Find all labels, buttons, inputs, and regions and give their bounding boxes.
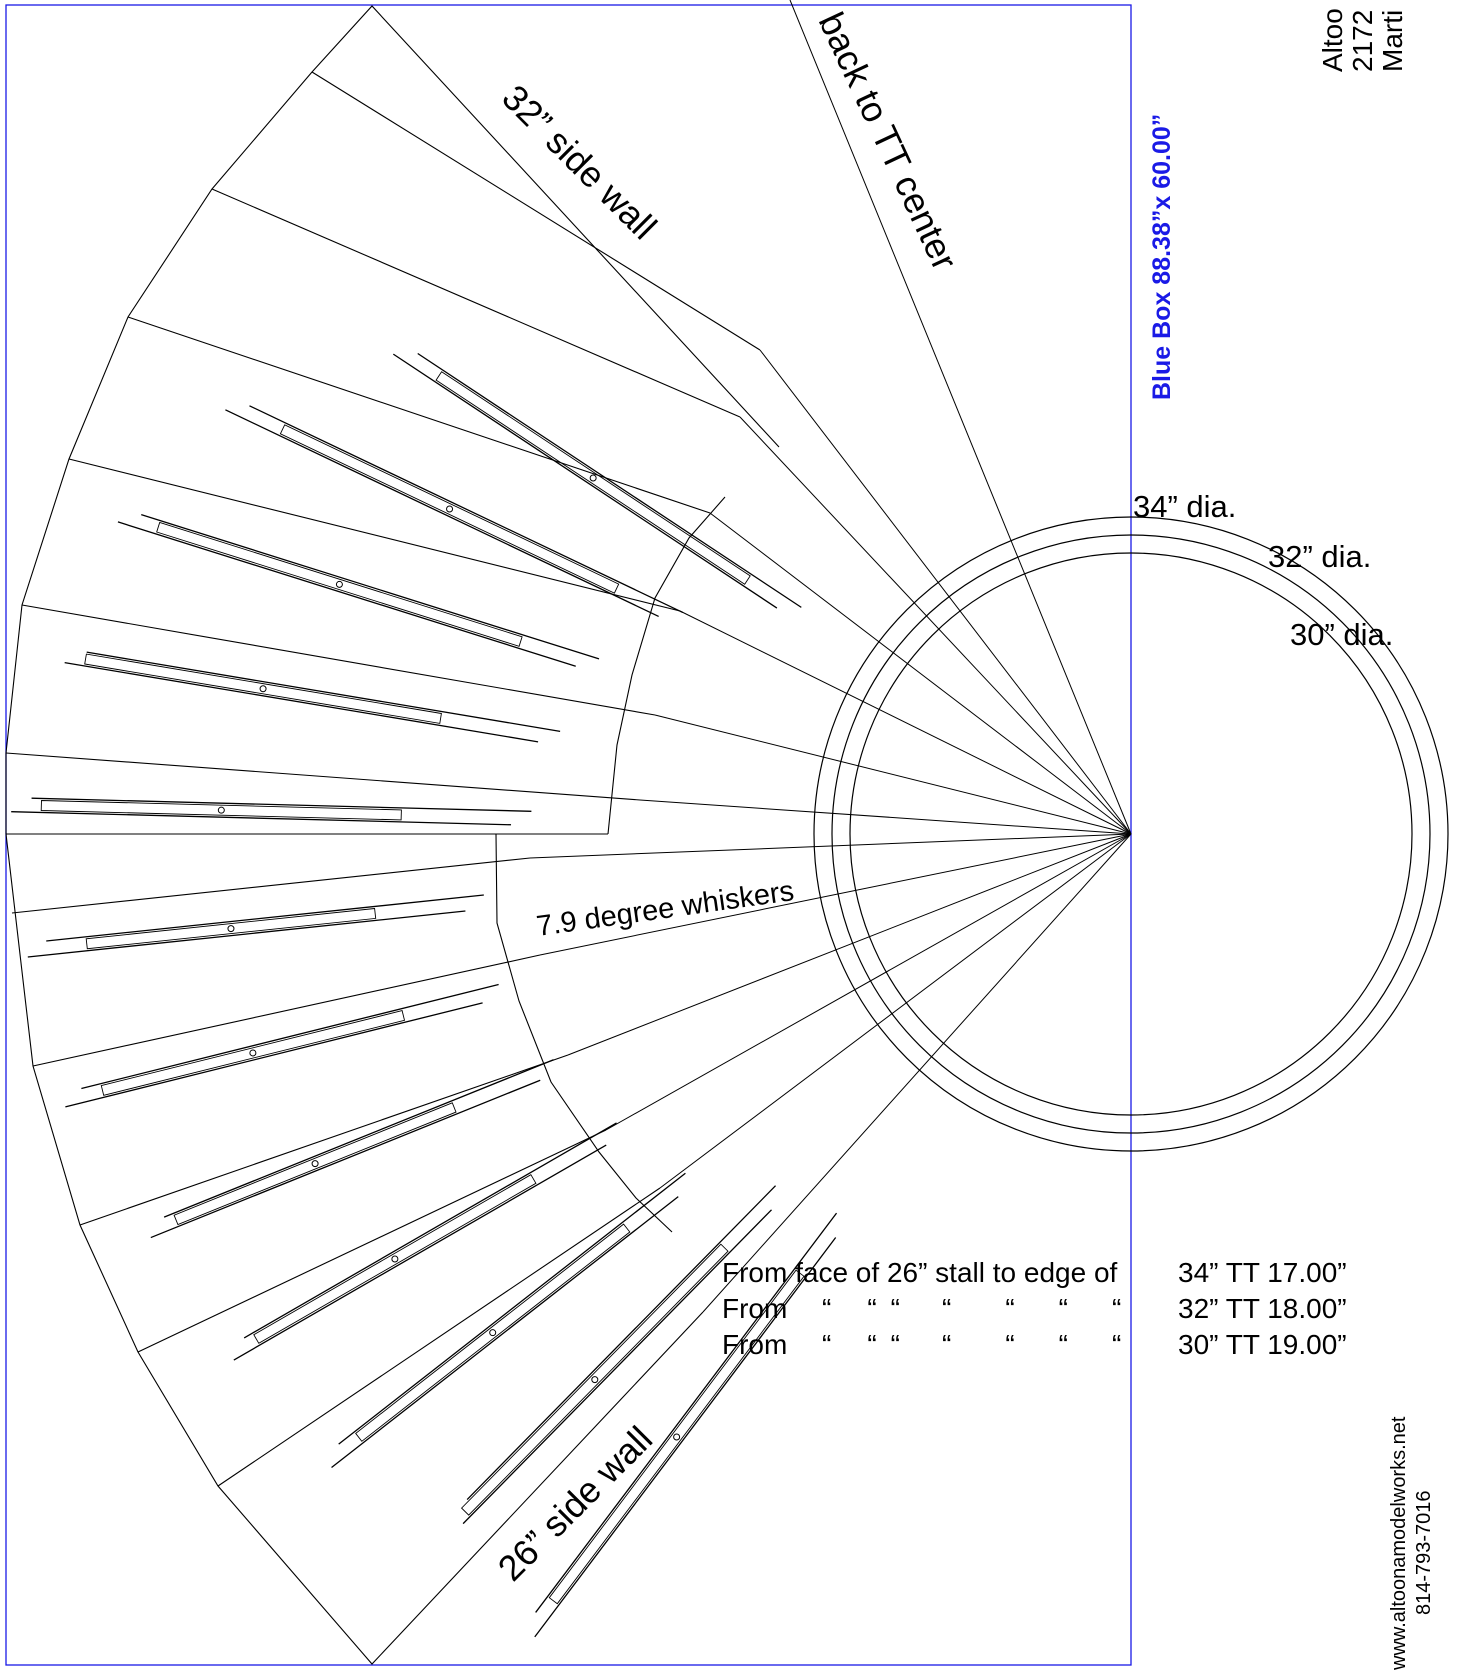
measurement-2-value: 32” TT 18.00”: [1178, 1293, 1347, 1324]
measurement-3-from: From: [722, 1329, 787, 1360]
inspection-pit: [548, 1269, 805, 1605]
tt-circle-32: [831, 534, 1431, 1134]
inspection-pit: [253, 1174, 537, 1344]
turntable-circles: [813, 516, 1449, 1152]
stall-track: [65, 983, 499, 1108]
pit-center-mark: [391, 1255, 399, 1263]
measurement-1-value: 34” TT 17.00”: [1178, 1257, 1347, 1288]
inspection-pit: [173, 1102, 457, 1226]
pit-center-mark: [446, 505, 454, 513]
measurement-3-value: 30” TT 19.00”: [1178, 1329, 1347, 1360]
tt-circle-34: [813, 516, 1449, 1152]
label-back-to-center: back to TT center: [811, 6, 966, 276]
label-whiskers: 7.9 degree whiskers: [535, 875, 796, 943]
header-line-3: Marti: [1377, 10, 1408, 72]
tt-circle-30: [849, 552, 1413, 1116]
inspection-pit: [435, 371, 751, 585]
inspection-pit: [84, 653, 442, 724]
measurement-notes: From face of 26” stall to edge of 34” TT…: [722, 1257, 1347, 1360]
stall-track: [233, 1122, 617, 1361]
inspection-pit: [460, 1243, 729, 1516]
pit-center-mark: [311, 1160, 319, 1168]
pit-center-mark: [259, 685, 267, 693]
stall-tracks: [11, 352, 838, 1638]
roundhouse-upper-outline: [5, 5, 780, 835]
stall-track: [460, 1185, 777, 1525]
pit-center-mark: [217, 806, 225, 814]
measurement-2-ditto: “““““““: [822, 1293, 1121, 1324]
stall-track: [64, 651, 561, 743]
pit-center-mark: [249, 1049, 257, 1057]
measurement-2-from: From: [722, 1293, 787, 1324]
stall-track: [534, 1212, 838, 1638]
stall-track: [225, 405, 684, 618]
measurement-1-from: From face of 26” stall to edge of: [722, 1257, 1118, 1288]
stall-track: [117, 513, 600, 667]
footer-phone: 814-793-7016: [1413, 1490, 1435, 1615]
inspection-pit: [355, 1223, 631, 1442]
label-blue-box: Blue Box 88.38”x 60.00”: [1148, 114, 1176, 400]
stall-track: [11, 797, 532, 826]
pit-center-mark: [591, 1376, 599, 1384]
roundhouse-lower-outline: [5, 833, 704, 1665]
label-32-side-wall: 32” side wall: [494, 77, 664, 247]
inspection-pit: [85, 908, 377, 950]
stall-track: [27, 894, 484, 958]
header-line-2: 2172: [1347, 10, 1378, 72]
pit-center-mark: [589, 474, 597, 482]
label-dia-30: 30” dia.: [1290, 617, 1393, 652]
pit-center-mark: [227, 925, 235, 933]
pit-center-mark: [335, 580, 343, 588]
inspection-pit: [156, 521, 523, 647]
header-fragments: Altoo 2172 Marti: [1317, 8, 1408, 72]
radial-lines: [529, 0, 1132, 1313]
pit-center-mark: [489, 1329, 497, 1337]
inspection-pit: [279, 424, 620, 594]
stall-track: [392, 352, 802, 609]
label-dia-32: 32” dia.: [1268, 539, 1371, 574]
footer-website: www.altoonamodelworks.net: [1388, 1416, 1410, 1670]
header-line-1: Altoo: [1317, 8, 1348, 72]
pit-center-mark: [673, 1433, 681, 1441]
stall-track: [150, 1059, 554, 1239]
label-dia-34: 34” dia.: [1133, 489, 1236, 524]
inspection-pit: [40, 800, 402, 821]
stall-track: [331, 1172, 686, 1469]
inspection-pit: [100, 1010, 406, 1096]
measurement-3-ditto: “““““““: [822, 1329, 1121, 1360]
